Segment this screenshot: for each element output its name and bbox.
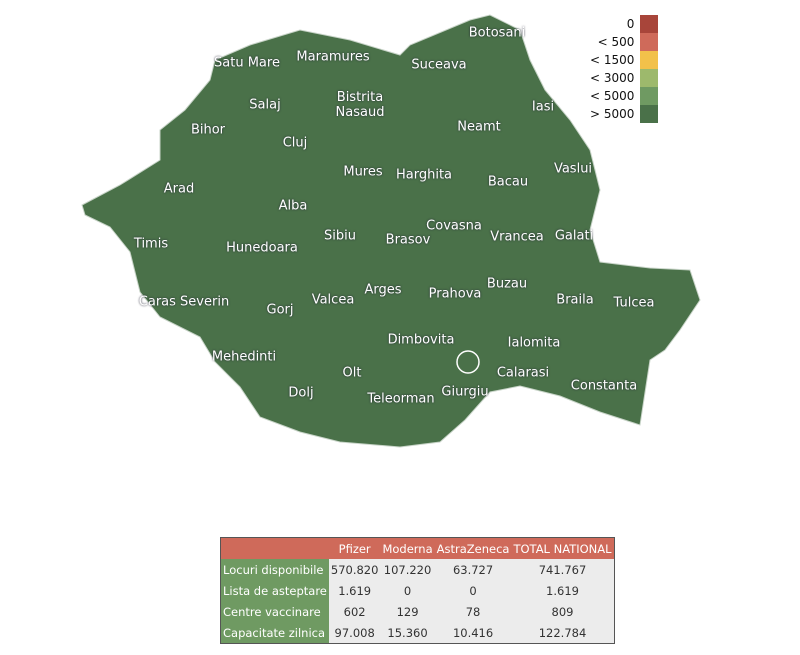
table-cell: 741.767 — [511, 559, 615, 580]
county-label: Arges — [364, 282, 402, 298]
table-row: Centre vaccinare 602 129 78 809 — [220, 601, 615, 622]
legend-row: < 1500 — [590, 51, 659, 69]
county-label: Bihor — [190, 122, 226, 138]
header-cell: Pfizer — [328, 537, 381, 559]
row-label: Locuri disponibile — [220, 559, 329, 580]
county-label: Teleorman — [367, 391, 435, 407]
legend-row: < 500 — [590, 33, 659, 51]
county-label: Dolj — [288, 385, 314, 401]
table-cell: 602 — [328, 601, 381, 622]
county-label: Salaj — [249, 97, 281, 113]
table-cell: 63.727 — [434, 559, 512, 580]
county-label: Tulcea — [613, 295, 655, 311]
legend-label: > 5000 — [590, 107, 635, 121]
county-label: Buzau — [486, 276, 528, 292]
county-label: Harghita — [395, 167, 453, 183]
legend-swatch — [640, 33, 659, 51]
legend-swatch — [640, 87, 659, 105]
county-label: Brasov — [385, 232, 431, 248]
table-row: Lista de asteptare 1.619 0 0 1.619 — [220, 580, 615, 601]
vaccine-table: Pfizer Moderna AstraZeneca TOTAL NATIONAL Lo… — [220, 537, 615, 644]
table-cell: 10.416 — [434, 622, 512, 644]
county-label: Bistrita Nasaud — [335, 90, 385, 120]
county-label: Botosani — [468, 25, 526, 41]
county-label: Hunedoara — [226, 240, 298, 256]
county-label: Cluj — [282, 135, 308, 151]
county-label: Satu Mare — [214, 55, 280, 71]
county-label: Braila — [556, 292, 594, 308]
county-label: Gorj — [266, 302, 294, 318]
legend-swatch — [640, 105, 659, 123]
legend-swatch — [640, 51, 659, 69]
header-cell: TOTAL NATIONAL — [511, 537, 615, 559]
county-label: Neamt — [457, 119, 501, 135]
header-row: Pfizer Moderna AstraZeneca TOTAL NATIONAL — [220, 537, 615, 559]
county-label: Giurgiu — [441, 384, 489, 400]
county-label: Maramures — [296, 49, 370, 65]
legend-label: < 1500 — [590, 53, 635, 67]
table-row: Capacitate zilnica 97.008 15.360 10.416 122.… — [220, 622, 615, 644]
row-label: Lista de asteptare — [220, 580, 329, 601]
header-cell: Moderna — [380, 537, 435, 559]
county-label: Ialomita — [507, 335, 561, 351]
table-cell: 1.619 — [328, 580, 381, 601]
county-label: Timis — [133, 236, 169, 252]
legend-label: < 5000 — [590, 89, 635, 103]
table-cell: 809 — [511, 601, 615, 622]
legend-row: 0 — [590, 15, 659, 33]
county-label: Alba — [278, 198, 308, 214]
county-label: Constanta — [570, 378, 638, 394]
county-label: Calarasi — [496, 365, 550, 381]
county-label: Prahova — [428, 286, 482, 302]
country-shape — [81, 14, 701, 448]
table-cell: 107.220 — [380, 559, 435, 580]
table-cell: 15.360 — [380, 622, 435, 644]
row-label: Centre vaccinare — [220, 601, 329, 622]
legend-label: 0 — [626, 17, 635, 31]
county-label: Valcea — [311, 292, 355, 308]
table-cell: 570.820 — [328, 559, 381, 580]
county-label: Iasi — [531, 99, 555, 115]
table-cell: 78 — [434, 601, 512, 622]
legend-swatch — [640, 69, 659, 87]
county-label: Vaslui — [553, 161, 593, 177]
table-cell: 0 — [434, 580, 512, 601]
table-cell: 1.619 — [511, 580, 615, 601]
county-label: Sibiu — [324, 228, 356, 244]
county-label: Suceava — [411, 57, 467, 73]
legend-row: < 5000 — [590, 87, 659, 105]
legend-label: < 3000 — [590, 71, 635, 85]
capital-marker — [456, 350, 480, 374]
county-label: Arad — [163, 181, 195, 197]
county-label: Vrancea — [490, 229, 544, 245]
county-label: Mures — [343, 164, 383, 180]
header-cell — [220, 537, 329, 559]
table-cell: 129 — [380, 601, 435, 622]
table-cell: 122.784 — [511, 622, 615, 644]
legend-label: < 500 — [597, 35, 635, 49]
county-label: Olt — [342, 365, 362, 381]
legend-row: > 5000 — [590, 105, 659, 123]
table-cell: 97.008 — [328, 622, 381, 644]
legend-swatch — [640, 15, 659, 33]
county-label: Caras Severin — [138, 294, 230, 310]
table-cell: 0 — [380, 580, 435, 601]
county-label: Dimbovita — [387, 332, 455, 348]
county-label: Covasna — [426, 218, 482, 234]
county-label: Bacau — [487, 174, 529, 190]
legend-row: < 3000 — [590, 69, 659, 87]
map — [81, 14, 701, 448]
row-label: Capacitate zilnica — [220, 622, 329, 644]
county-label: Galati — [554, 228, 594, 244]
legend: 0 < 500 < 1500 < 3000 < 5000 > 5000 — [590, 15, 659, 123]
header-cell: AstraZeneca — [434, 537, 512, 559]
table-row: Locuri disponibile 570.820 107.220 63.727 74… — [220, 559, 615, 580]
county-label: Mehedinti — [211, 349, 277, 365]
